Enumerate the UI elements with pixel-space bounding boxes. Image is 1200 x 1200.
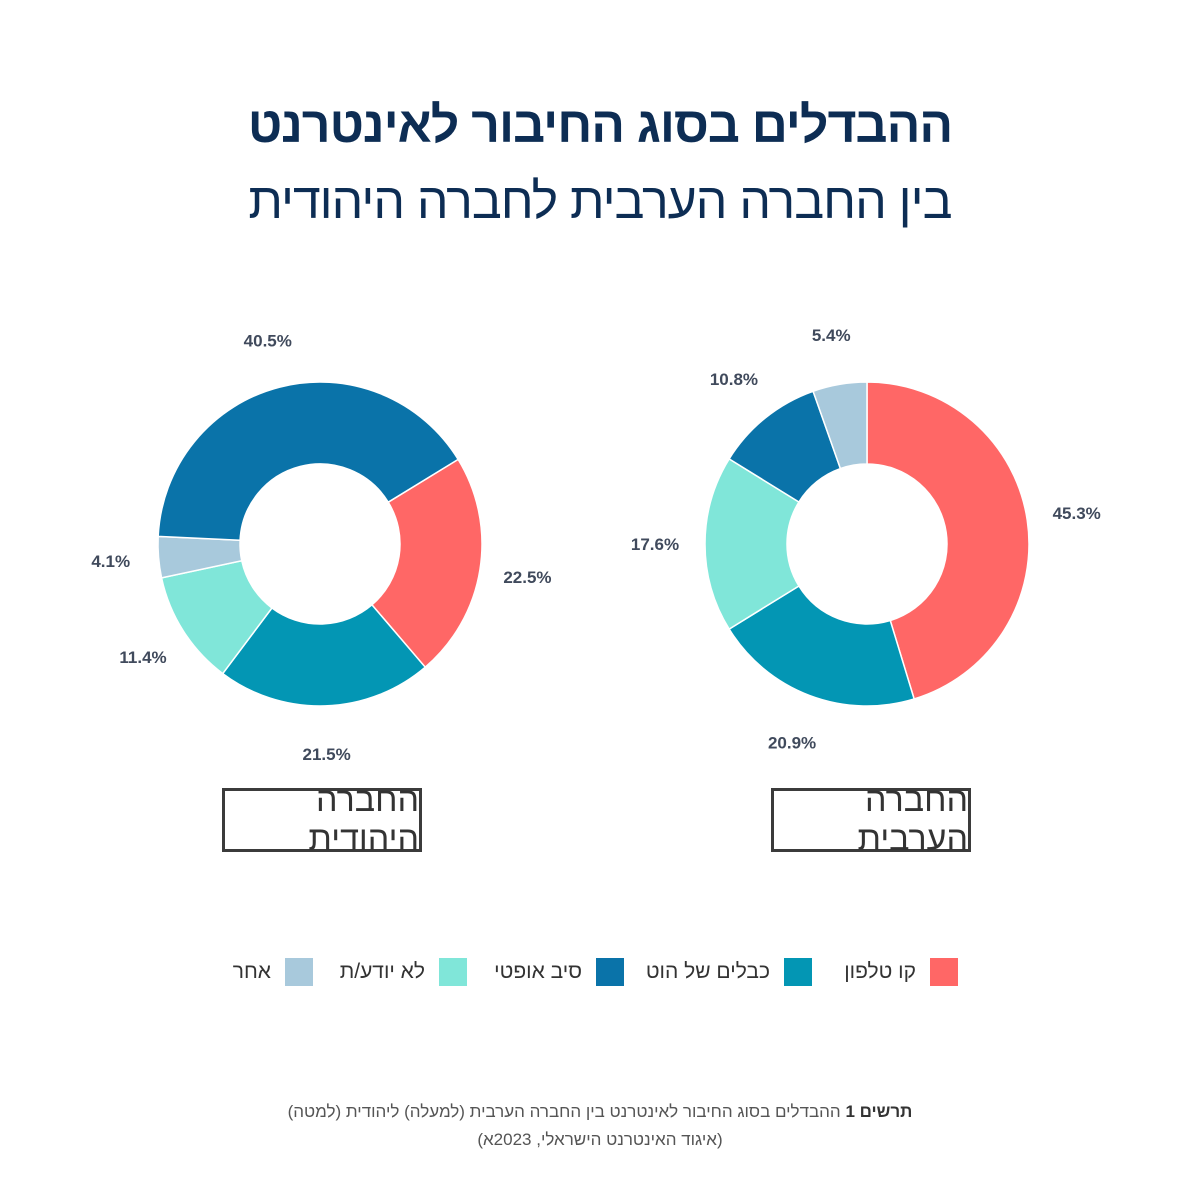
legend-item-fiber: סיב אופטי	[494, 956, 624, 988]
legend-label-unknown: לא יודע/ת	[339, 960, 425, 983]
label-arab-phone-line: 45.3%	[1053, 504, 1101, 523]
label-arab-unknown: 17.6%	[631, 535, 679, 554]
caption-line-1: תרשים 1 ההבדלים בסוג החיבור לאינטרנט בין…	[0, 1098, 1200, 1126]
slice-arab-hot-cables	[728, 584, 916, 707]
legend-swatch-unknown	[439, 958, 467, 986]
figure-caption: תרשים 1 ההבדלים בסוג החיבור לאינטרנט בין…	[0, 1098, 1200, 1154]
slice-arab-unknown	[704, 457, 800, 631]
legend-label-fiber: סיב אופטי	[494, 960, 582, 983]
donut-jewish: 22.5% 21.5% 11.4% 4.1% 40.5%	[91, 332, 551, 764]
legend-swatch-hot-cables	[784, 958, 812, 986]
legend-swatch-other	[285, 958, 313, 986]
legend-item-unknown: לא יודע/ת	[340, 956, 467, 988]
chart-title: ההבדלים בסוג החיבור לאינטרנט	[247, 97, 953, 153]
legend-item-hot-cables: כבלים של הוט	[646, 956, 812, 988]
slice-jewish-hot-cables	[221, 603, 427, 707]
chart-subtitle: בין החברה הערבית לחברה היהודית	[248, 173, 952, 229]
legend-item-other: אחר	[233, 956, 313, 988]
label-jewish-hot-cables: 21.5%	[302, 745, 350, 764]
slice-jewish-fiber	[157, 381, 460, 542]
label-arab-fiber: 10.8%	[710, 370, 758, 389]
caption-line-2: (איגוד האינטרנט הישראלי, 2023א)	[477, 1130, 723, 1149]
legend-swatch-phone-line	[930, 958, 958, 986]
label-jewish-phone-line: 22.5%	[503, 568, 551, 587]
slice-arab-phone-line	[866, 381, 1030, 700]
legend-label-other: אחר	[232, 960, 271, 983]
legend-label-phone-line: קו טלפון	[844, 960, 916, 983]
legend-item-phone-line: קו טלפון	[844, 956, 958, 988]
caption-text: ההבדלים בסוג החיבור לאינטרנט בין החברה ה…	[287, 1102, 841, 1121]
legend-label-hot-cables: כבלים של הוט	[645, 960, 770, 983]
slice-arab-other	[812, 381, 868, 470]
legend-swatch-fiber	[596, 958, 624, 986]
legend: קו טלפון כבלים של הוט סיב אופטי לא יודע/…	[0, 956, 1200, 990]
caption-figure-number: תרשים 1	[845, 1102, 913, 1121]
label-jewish-unknown: 11.4%	[119, 648, 166, 667]
label-arab-other: 5.4%	[812, 326, 851, 345]
slice-jewish-phone-line	[370, 458, 483, 669]
label-arab-hot-cables: 20.9%	[768, 733, 816, 752]
label-jewish-fiber: 40.5%	[244, 332, 292, 351]
group-label-arab: החברה הערבית	[771, 781, 971, 858]
donut-arab: 45.3% 20.9% 17.6% 10.8% 5.4%	[631, 326, 1101, 752]
group-label-jewish: החברה היהודית	[222, 781, 422, 858]
label-jewish-other: 4.1%	[91, 552, 130, 571]
